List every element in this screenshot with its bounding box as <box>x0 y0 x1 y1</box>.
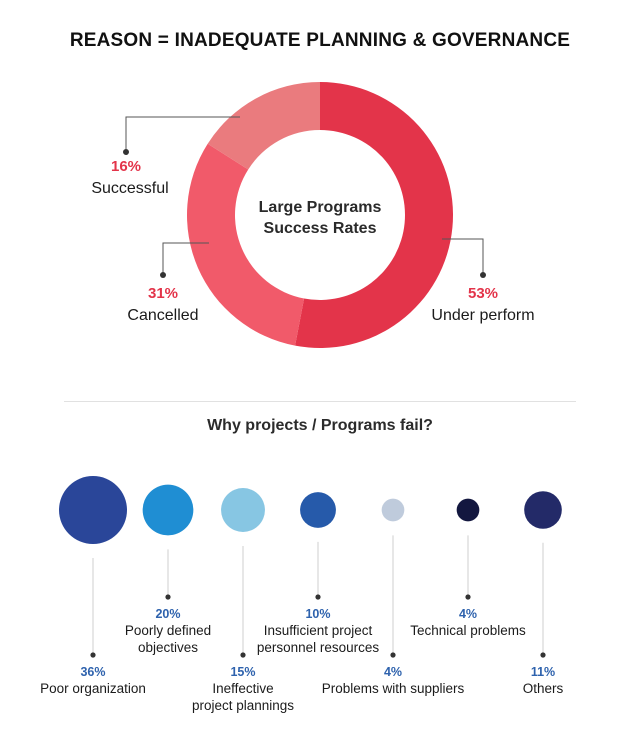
bubble-problems-with-suppliers <box>381 498 405 522</box>
bubble-name-label: Problems with suppliers <box>322 681 465 696</box>
donut-center-label: Success Rates <box>264 220 377 237</box>
bubble-percent-label: 11% <box>531 665 555 679</box>
bubble-others <box>524 491 562 529</box>
bubble-insufficient-project-personnel-resources <box>300 492 336 528</box>
bubble-name-label: Others <box>523 681 564 696</box>
bubble-name-label: objectives <box>138 640 198 655</box>
slice-name-label: Cancelled <box>127 307 198 324</box>
bubble-percent-label: 20% <box>155 607 180 621</box>
leader-line <box>125 116 240 152</box>
donut-slice-successful <box>207 82 320 170</box>
bubble-dot <box>465 594 471 600</box>
bubble-percent-label: 15% <box>230 665 255 679</box>
bubble-name-label: personnel resources <box>257 640 380 655</box>
donut-slice-cancelled <box>186 143 305 346</box>
leader-dot <box>160 272 166 278</box>
bubble-percent-label: 4% <box>459 607 477 621</box>
bubble-dot <box>540 652 546 658</box>
bubble-name-label: Ineffective <box>212 681 273 696</box>
bubble-dot <box>390 652 396 658</box>
donut-chart: Large Programs Success Rates 53% Under perf… <box>91 82 535 348</box>
bubble-name-label: Poor organization <box>40 681 146 696</box>
bubble-dot <box>315 594 321 600</box>
bubble-name-label: Technical problems <box>410 623 526 638</box>
leader-dot <box>480 272 486 278</box>
bubble-percent-label: 36% <box>80 665 105 679</box>
slice-percent-label: 31% <box>148 285 178 302</box>
slice-name-label: Successful <box>91 180 168 197</box>
slice-name-label: Under perform <box>431 307 534 324</box>
bubble-ineffective-project-plannings <box>221 488 265 532</box>
leader-line <box>442 238 484 275</box>
leader-dot <box>123 149 129 155</box>
bubble-dot <box>90 652 96 658</box>
section-title: Why projects / Programs fail? <box>207 417 433 434</box>
bubble-name-label: project plannings <box>192 698 294 713</box>
slice-percent-label: 53% <box>468 285 498 302</box>
bubble-poor-organization <box>59 476 127 544</box>
donut-center-label: Large Programs <box>259 199 382 216</box>
bubble-dot <box>165 594 171 600</box>
bubble-name-label: Insufficient project <box>264 623 373 638</box>
section-divider <box>64 401 576 402</box>
bubble-poorly-defined-objectives <box>142 484 194 536</box>
slice-percent-label: 16% <box>111 158 141 175</box>
donut-slice-under-perform <box>295 82 454 348</box>
bubble-percent-label: 4% <box>384 665 402 679</box>
chart-title: REASON = INADEQUATE PLANNING & GOVERNANC… <box>69 30 571 51</box>
bubble-percent-label: 10% <box>305 607 330 621</box>
bubble-technical-problems <box>456 498 480 522</box>
bubble-dot <box>240 652 246 658</box>
leader-line <box>162 242 209 275</box>
bubble-name-label: Poorly defined <box>125 623 211 638</box>
